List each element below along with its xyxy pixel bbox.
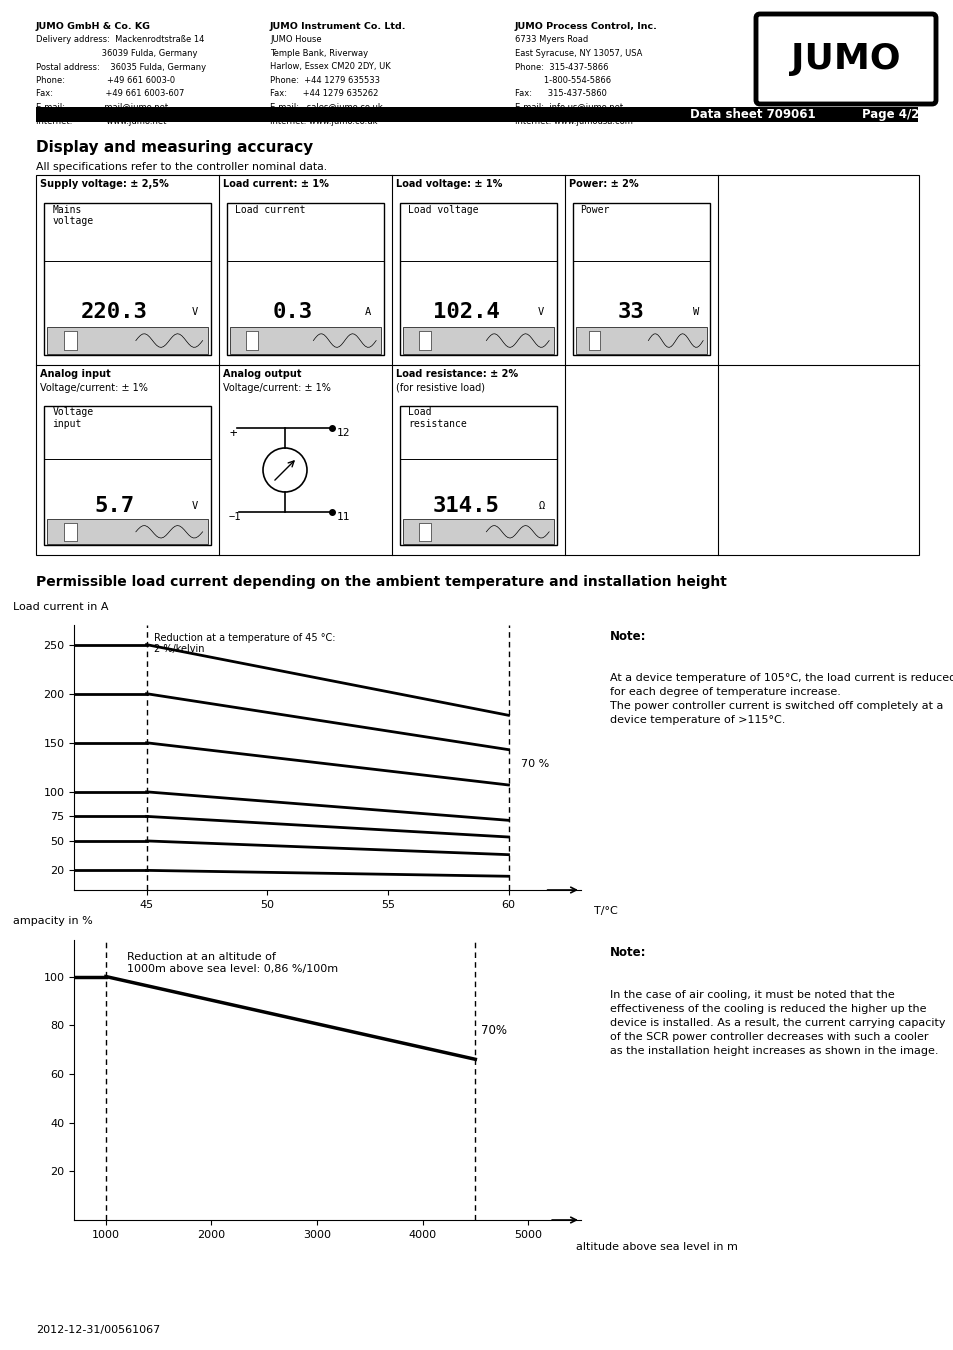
Text: 314.5: 314.5 (432, 495, 498, 516)
Text: E-mail:               mail@jumo.net: E-mail: mail@jumo.net (36, 103, 168, 112)
Text: Load current: ± 1%: Load current: ± 1% (223, 180, 329, 189)
Text: Supply voltage: ± 2,5%: Supply voltage: ± 2,5% (40, 180, 169, 189)
Text: E-mail:   sales@jumo.co.uk: E-mail: sales@jumo.co.uk (270, 103, 382, 112)
Text: Load voltage: ± 1%: Load voltage: ± 1% (395, 180, 502, 189)
Text: Delivery address:  Mackenrodtstraße 14: Delivery address: Mackenrodtstraße 14 (36, 35, 204, 45)
Bar (227, 202, 384, 355)
Text: JUMO Process Control, Inc.: JUMO Process Control, Inc. (515, 22, 658, 31)
Text: A: A (365, 308, 371, 317)
Text: East Syracuse, NY 13057, USA: East Syracuse, NY 13057, USA (515, 49, 641, 58)
Text: JUMO: JUMO (790, 42, 900, 76)
Text: Display and measuring accuracy: Display and measuring accuracy (36, 140, 313, 155)
Bar (399, 406, 557, 545)
Text: Phone:  315-437-5866: Phone: 315-437-5866 (515, 62, 608, 72)
Bar (418, 522, 431, 540)
Text: −1: −1 (229, 512, 241, 522)
Text: JUMO Instrument Co. Ltd.: JUMO Instrument Co. Ltd. (270, 22, 406, 31)
Text: Data sheet 709061: Data sheet 709061 (689, 108, 815, 122)
Text: Voltage
input: Voltage input (52, 408, 93, 429)
Text: At a device temperature of 105°C, the load current is reduced
for each degree of: At a device temperature of 105°C, the lo… (609, 672, 953, 725)
Text: Fax:      315-437-5860: Fax: 315-437-5860 (515, 89, 606, 99)
Text: Mains
voltage: Mains voltage (52, 204, 93, 225)
Text: Phone:                +49 661 6003-0: Phone: +49 661 6003-0 (36, 76, 175, 85)
Bar (230, 327, 380, 354)
Bar (399, 202, 557, 355)
Text: 2012-12-31/00561067: 2012-12-31/00561067 (36, 1324, 160, 1335)
X-axis label: altitude above sea level in m: altitude above sea level in m (576, 1242, 737, 1253)
Bar (403, 520, 554, 544)
Text: 12: 12 (336, 428, 350, 437)
Text: 70 %: 70 % (520, 759, 548, 769)
Bar (64, 522, 77, 540)
Text: Analog output: Analog output (223, 369, 301, 379)
Text: 102.4: 102.4 (432, 302, 498, 323)
Text: Postal address:    36035 Fulda, Germany: Postal address: 36035 Fulda, Germany (36, 62, 206, 72)
Bar (246, 331, 258, 350)
Text: 36039 Fulda, Germany: 36039 Fulda, Germany (36, 49, 197, 58)
Text: Power: ± 2%: Power: ± 2% (568, 180, 638, 189)
Text: Voltage/current: ± 1%: Voltage/current: ± 1% (223, 383, 331, 393)
Text: Reduction at an altitude of
1000m above sea level: 0,86 %/100m: Reduction at an altitude of 1000m above … (127, 952, 337, 973)
Text: V: V (537, 308, 544, 317)
Text: Load resistance: ± 2%: Load resistance: ± 2% (395, 369, 517, 379)
Text: Voltage/current: ± 1%: Voltage/current: ± 1% (40, 383, 148, 393)
Text: Permissible load current depending on the ambient temperature and installation h: Permissible load current depending on th… (36, 575, 726, 589)
Text: Reduction at a temperature of 45 °C:
2 %/kelvin: Reduction at a temperature of 45 °C: 2 %… (153, 633, 335, 655)
Text: Internet:             www.jumo.net: Internet: www.jumo.net (36, 116, 166, 126)
Text: Ω: Ω (537, 501, 544, 512)
Bar (36, 107, 917, 122)
FancyBboxPatch shape (755, 14, 935, 104)
Text: 1-800-554-5866: 1-800-554-5866 (515, 76, 611, 85)
Bar (64, 331, 77, 350)
Text: Internet: www.jumo.co.uk: Internet: www.jumo.co.uk (270, 116, 377, 126)
Text: W: W (692, 308, 699, 317)
Text: Page 4/21: Page 4/21 (862, 108, 926, 122)
Bar (573, 202, 709, 355)
Text: 11: 11 (336, 512, 350, 522)
Bar (576, 327, 706, 354)
Text: 70%: 70% (480, 1023, 506, 1037)
Bar (44, 202, 211, 355)
Text: In the case of air cooling, it must be noted that the
effectiveness of the cooli: In the case of air cooling, it must be n… (609, 991, 944, 1057)
Text: V: V (192, 308, 197, 317)
Text: Load current: Load current (234, 204, 305, 215)
Bar (418, 331, 431, 350)
Text: 33: 33 (617, 302, 643, 323)
Text: Harlow, Essex CM20 2DY, UK: Harlow, Essex CM20 2DY, UK (270, 62, 391, 72)
Text: Note:: Note: (609, 630, 645, 644)
Text: Load
resistance: Load resistance (408, 408, 466, 429)
Text: ampacity in %: ampacity in % (13, 917, 93, 926)
Text: Load current in A: Load current in A (13, 602, 109, 612)
Text: V: V (192, 501, 197, 512)
X-axis label: T/°C: T/°C (594, 906, 618, 915)
Text: Temple Bank, Riverway: Temple Bank, Riverway (270, 49, 368, 58)
Text: Load voltage: Load voltage (408, 204, 477, 215)
Text: Power: Power (579, 204, 609, 215)
Text: Fax:                    +49 661 6003-607: Fax: +49 661 6003-607 (36, 89, 184, 99)
Text: E-mail:  info.us@jumo.net: E-mail: info.us@jumo.net (515, 103, 622, 112)
Text: 6733 Myers Road: 6733 Myers Road (515, 35, 588, 45)
Text: All specifications refer to the controller nominal data.: All specifications refer to the controll… (36, 162, 327, 171)
Text: Note:: Note: (609, 945, 645, 958)
Text: 220.3: 220.3 (81, 302, 148, 323)
Text: 0.3: 0.3 (273, 302, 313, 323)
Bar (44, 406, 211, 545)
Bar (48, 520, 208, 544)
Text: Phone:  +44 1279 635533: Phone: +44 1279 635533 (270, 76, 379, 85)
Text: Analog input: Analog input (40, 369, 111, 379)
Text: JUMO House: JUMO House (270, 35, 321, 45)
Bar (589, 331, 599, 350)
Text: Fax:      +44 1279 635262: Fax: +44 1279 635262 (270, 89, 378, 99)
Text: JUMO GmbH & Co. KG: JUMO GmbH & Co. KG (36, 22, 151, 31)
Text: +: + (229, 427, 236, 440)
Text: 5.7: 5.7 (94, 495, 134, 516)
Bar (48, 327, 208, 354)
Bar (36, 176, 918, 555)
Text: (for resistive load): (for resistive load) (395, 383, 484, 393)
Bar (403, 327, 554, 354)
Text: Internet: www.jumousa.com: Internet: www.jumousa.com (515, 116, 632, 126)
